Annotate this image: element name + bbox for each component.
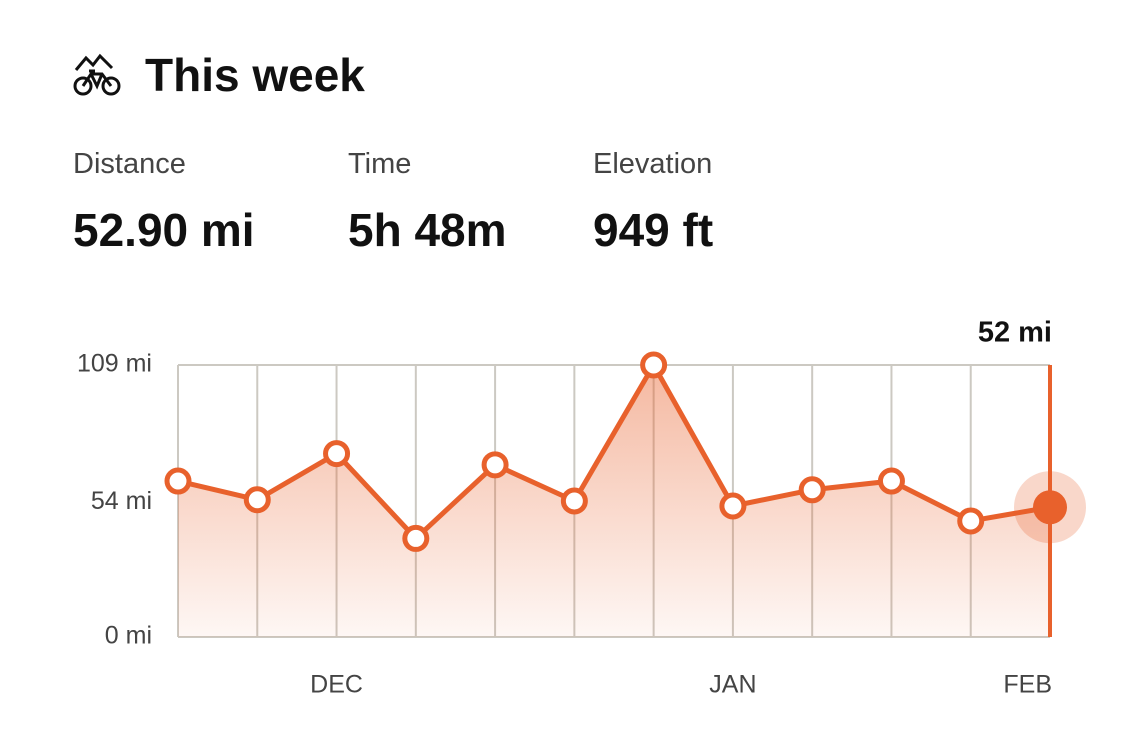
bike-icon <box>73 53 121 96</box>
title: This week <box>145 49 365 101</box>
stat-label: Distance <box>73 148 186 180</box>
stat: Distance 52.90 mi <box>73 148 255 257</box>
y-tick-label: 0 mi <box>105 622 152 650</box>
point <box>877 467 905 495</box>
stat: Elevation 949 ft <box>593 148 713 257</box>
point <box>402 524 430 552</box>
y-tick-label: 54 mi <box>91 487 152 515</box>
point <box>243 486 271 514</box>
area <box>178 365 1050 637</box>
point <box>1033 490 1067 525</box>
stat-value: 52.90 mi <box>73 204 255 256</box>
stat: Time 5h 48m <box>348 148 507 257</box>
value-label: 52 mi <box>978 317 1052 349</box>
point <box>560 487 588 515</box>
point <box>719 492 747 520</box>
stat-label: Elevation <box>593 148 713 180</box>
stat-label: Time <box>348 148 412 180</box>
point <box>164 467 192 495</box>
x-tick-label: FEB <box>1003 671 1052 699</box>
y-tick-label: 109 mi <box>77 350 152 378</box>
stat-value: 949 ft <box>593 204 714 256</box>
point <box>323 440 351 468</box>
stat-value: 5h 48m <box>348 204 507 256</box>
point <box>957 507 985 535</box>
point <box>481 451 509 479</box>
line <box>177 362 1051 541</box>
point <box>640 351 668 379</box>
point <box>798 476 826 504</box>
x-tick-label: DEC <box>310 671 363 699</box>
x-tick-label: JAN <box>709 671 756 699</box>
